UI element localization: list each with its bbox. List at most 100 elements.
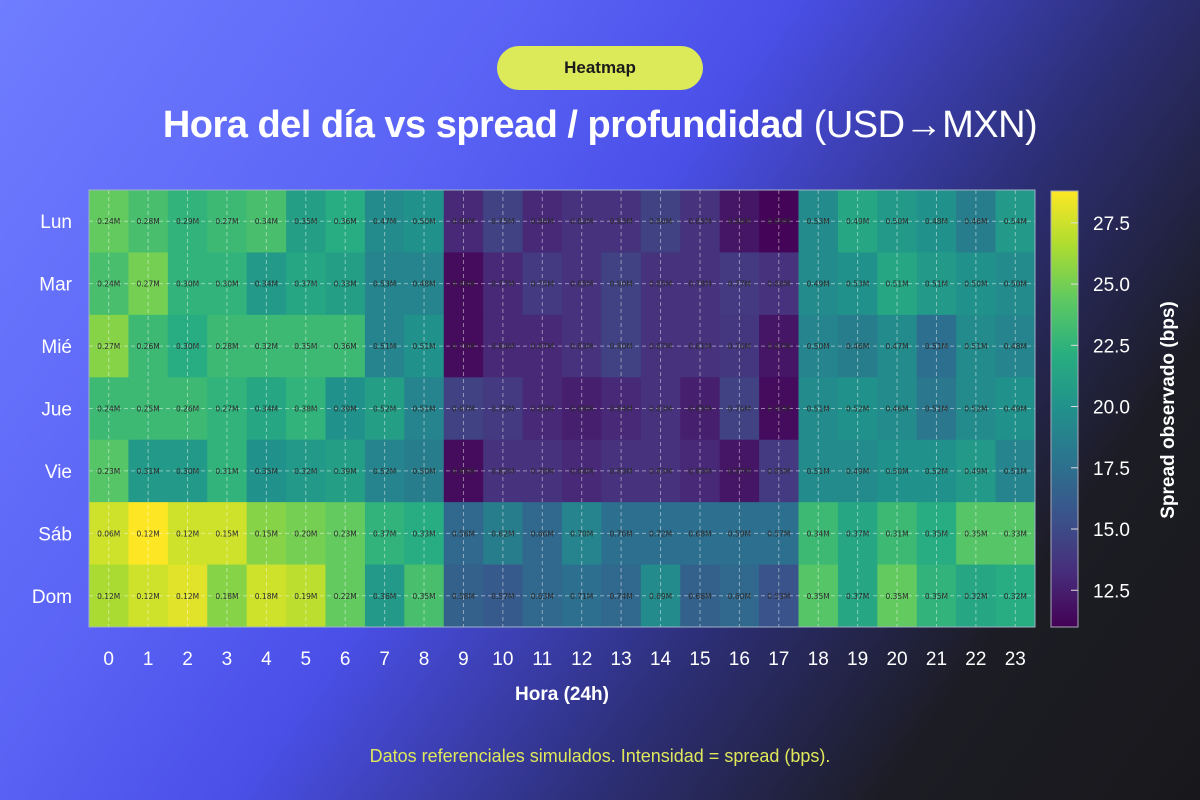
heatmap-cell [483,314,524,378]
heatmap-cell [167,502,208,566]
cell-depth-label: 0.76M [728,405,751,414]
heatmap-cell [601,252,642,316]
cell-depth-label: 0.27M [97,342,120,351]
heatmap-cell [443,502,484,566]
cell-depth-label: 0.75M [531,280,554,289]
heatmap-cell [443,439,484,503]
heatmap-cell [680,190,721,253]
heatmap-cell [956,564,997,628]
heatmap-cell [246,252,287,316]
heatmap-cell [798,314,839,378]
cell-depth-label: 0.36M [334,342,357,351]
cell-depth-label: 0.34M [255,217,278,226]
heatmap-cell [364,564,405,628]
cell-depth-label: 0.58M [452,592,475,601]
cell-depth-label: 0.51M [412,405,435,414]
cell-depth-label: 0.50M [807,342,830,351]
cell-depth-label: 0.76M [610,529,633,538]
cell-depth-label: 0.83M [531,405,554,414]
cell-depth-label: 0.35M [412,592,435,601]
grid-lines [89,190,1035,627]
heatmap-cell [759,252,799,316]
heatmap-cell [89,439,129,503]
heatmap-cell [916,190,957,253]
x-tick-label: 2 [182,649,193,670]
heatmap-cell [246,190,287,253]
heatmap-cell [798,439,839,503]
x-tick-label: 20 [886,649,907,670]
heatmap-cell [522,314,563,378]
colorbar-tick-label: 20.0 [1093,398,1130,419]
x-tick-label: 18 [808,649,829,670]
cell-depth-label: 0.89M [767,217,790,226]
heatmap-cell [167,564,208,628]
cell-depth-label: 0.31M [885,529,908,538]
x-axis-label: Hora (24h) [515,684,609,705]
cell-depth-label: 0.77M [491,280,514,289]
cell-depth-label: 0.33M [334,280,357,289]
heatmap-cell [680,252,721,316]
heatmap-cell [995,377,1036,441]
footer-note: Datos referenciales simulados. Intensida… [369,746,831,766]
cell-depth-label: 0.53M [373,280,396,289]
cell-depth-label: 0.30M [176,467,199,476]
cell-depth-label: 0.32M [294,467,317,476]
heatmap-cell [522,377,563,441]
heatmap-cell [404,439,445,503]
cell-depth-label: 0.53M [807,217,830,226]
heatmap-cell [719,564,760,628]
cell-depth-label: 0.30M [176,342,199,351]
cell-depth-label: 0.52M [373,467,396,476]
cell-depth-label: 0.26M [176,405,199,414]
heatmap-cell [680,439,721,503]
x-tick-label: 3 [222,649,233,670]
heatmap-cell [522,252,563,316]
heatmap-cell [640,252,681,316]
cell-depth-label: 0.12M [137,592,160,601]
heatmap-cell [325,377,366,441]
heatmap-cell [522,190,563,253]
cell-depth-label: 0.31M [215,467,238,476]
heatmap-cell [89,502,129,566]
heatmap-cell [680,314,721,378]
cell-depth-label: 0.71M [570,592,593,601]
title-currency-pair: (USD→MXN) [813,104,1038,146]
cell-depth-label: 0.86M [767,280,790,289]
cell-depth-label: 0.82M [491,467,514,476]
heatmap-cell [325,314,366,378]
cell-depth-label: 0.12M [137,529,160,538]
cell-depth-label: 0.35M [255,467,278,476]
heatmap-cell [364,377,405,441]
cell-depth-label: 0.32M [255,342,278,351]
x-tick-label: 1 [143,649,154,670]
heatmap-cell [995,252,1036,316]
heatmap-cell [364,439,405,503]
heatmap-cell [759,564,799,628]
cell-depth-label: 0.83M [649,467,672,476]
cell-depth-label: 0.28M [215,342,238,351]
x-tick-label: 0 [103,649,114,670]
heatmap-cell [759,439,799,503]
x-tick-label: 5 [301,649,312,670]
cell-depth-label: 0.49M [846,467,869,476]
heatmap-cell [404,502,445,566]
cell-depth-label: 0.24M [97,280,120,289]
cell-depth-label: 0.51M [807,467,830,476]
x-tick-label: 23 [1005,649,1026,670]
heatmap-cell [128,377,169,441]
heatmap-cell [404,377,445,441]
cell-depth-label: 0.18M [215,592,238,601]
cell-depth-label: 0.34M [255,280,278,289]
heatmap-cell [640,564,681,628]
cell-depth-label: 0.36M [373,592,396,601]
cell-depth-label: 0.84M [491,342,514,351]
cell-depth-label: 0.48M [1004,342,1027,351]
cell-depth-label: 0.49M [846,217,869,226]
heatmap-cell [798,502,839,566]
colorbar-tick-label: 25.0 [1093,275,1130,296]
heatmap-cell [601,439,642,503]
cell-depth-label: 0.35M [294,217,317,226]
heatmap-cell [207,314,248,378]
colorbar-tick-label: 22.5 [1093,336,1130,357]
heatmap-cell [325,439,366,503]
